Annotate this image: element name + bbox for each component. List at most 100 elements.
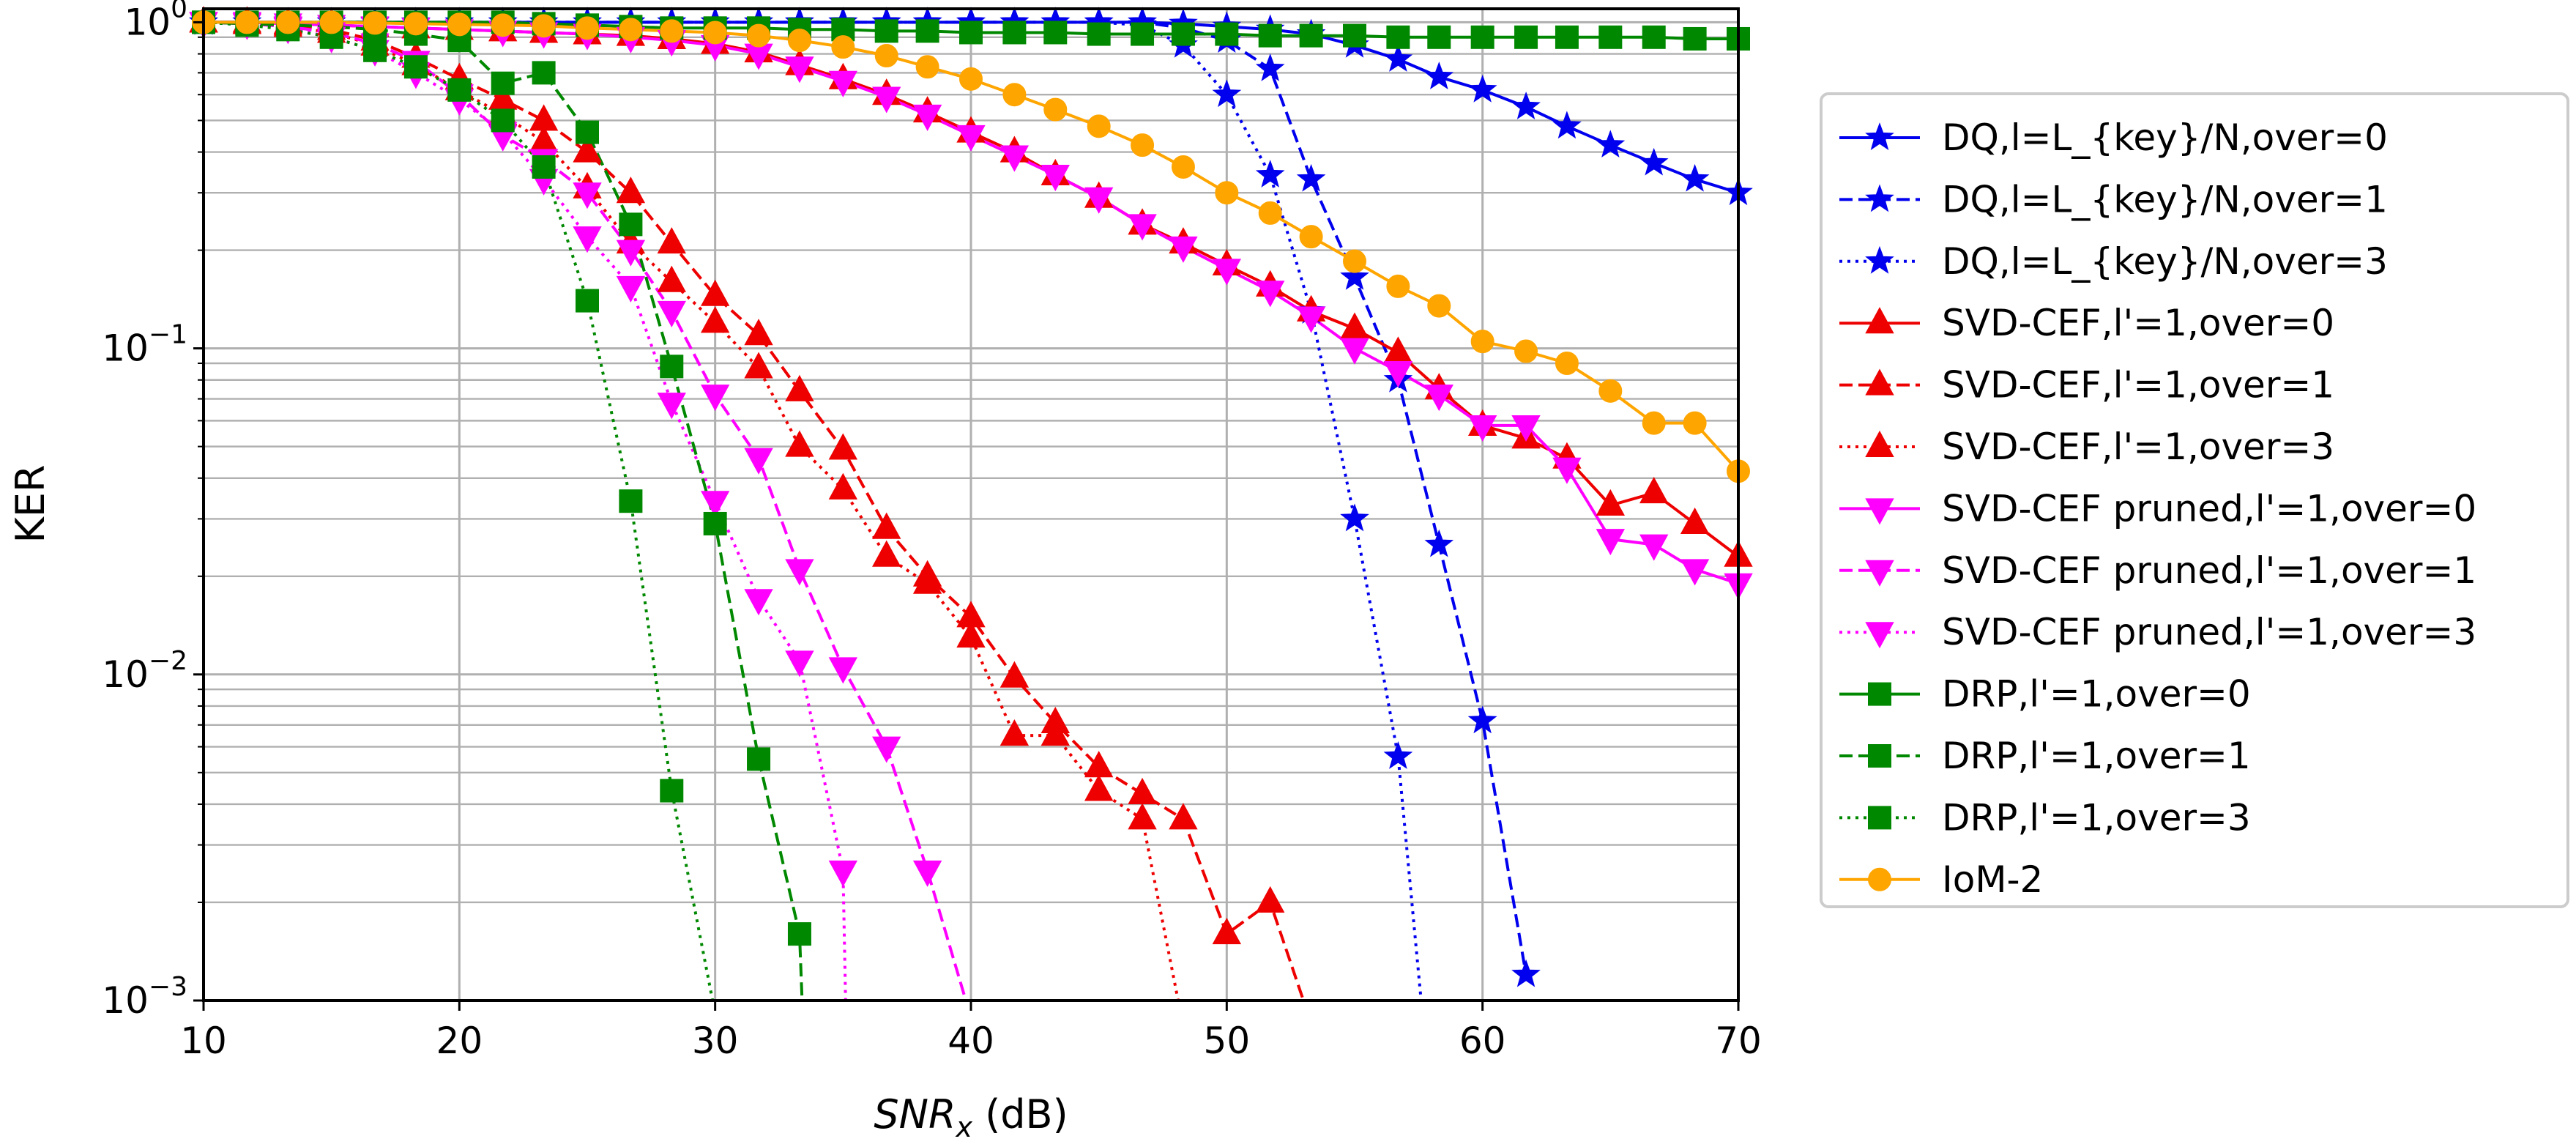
legend-marker bbox=[1865, 622, 1894, 649]
data-point bbox=[744, 589, 773, 616]
data-point bbox=[915, 55, 939, 79]
y-tick-label: 10−1 bbox=[102, 320, 187, 370]
legend-marker bbox=[1865, 307, 1894, 334]
data-point bbox=[1467, 75, 1497, 103]
data-point bbox=[1212, 918, 1242, 945]
legend-label: SVD-CEF pruned,l'=1,over=1 bbox=[1942, 549, 2476, 592]
data-point bbox=[700, 279, 730, 306]
legend-marker bbox=[1865, 498, 1894, 525]
data-point bbox=[657, 300, 686, 327]
legend-entry: DRP,l'=1,over=0 bbox=[1839, 673, 2251, 716]
data-point bbox=[1383, 361, 1413, 388]
legend-entry: SVD-CEF pruned,l'=1,over=1 bbox=[1839, 549, 2476, 592]
data-point bbox=[1258, 201, 1282, 225]
legend-marker bbox=[1868, 806, 1891, 830]
legend-label: IoM-2 bbox=[1942, 858, 2043, 901]
data-point bbox=[1639, 534, 1669, 561]
data-point bbox=[1598, 379, 1623, 403]
data-point bbox=[999, 661, 1030, 688]
data-point bbox=[828, 472, 858, 500]
data-point bbox=[1467, 705, 1497, 734]
legend-entry: IoM-2 bbox=[1839, 858, 2043, 901]
legend-label: DRP,l'=1,over=3 bbox=[1942, 796, 2251, 839]
legend-label: SVD-CEF,l'=1,over=0 bbox=[1942, 302, 2334, 344]
data-point bbox=[1255, 160, 1285, 188]
data-point bbox=[1680, 163, 1710, 192]
data-point bbox=[1258, 23, 1282, 48]
data-point bbox=[1383, 741, 1413, 769]
x-axis-label-sub: x bbox=[956, 1111, 973, 1143]
data-point bbox=[915, 19, 939, 43]
data-point bbox=[1002, 83, 1027, 107]
data-point bbox=[1212, 79, 1242, 108]
data-point bbox=[573, 136, 602, 163]
data-point bbox=[1131, 133, 1155, 157]
data-point bbox=[1169, 803, 1198, 830]
data-point bbox=[657, 227, 686, 254]
data-point bbox=[616, 177, 646, 204]
data-point bbox=[491, 71, 515, 95]
data-point bbox=[744, 352, 773, 379]
data-point bbox=[1511, 415, 1541, 442]
data-point bbox=[703, 21, 727, 45]
data-point bbox=[573, 182, 602, 209]
legend-marker bbox=[1865, 430, 1894, 457]
legend-label: SVD-CEF pruned,l'=1,over=0 bbox=[1942, 487, 2476, 530]
data-point bbox=[1427, 294, 1451, 318]
data-point bbox=[828, 657, 858, 684]
data-point bbox=[744, 319, 773, 346]
data-point bbox=[785, 559, 814, 586]
data-point bbox=[403, 55, 428, 79]
data-point bbox=[447, 78, 472, 102]
data-point bbox=[787, 29, 811, 53]
data-point bbox=[1386, 274, 1410, 298]
legend: DQ,l=L_{key}/N,over=0 DQ,l=L_{key}/N,over… bbox=[1820, 92, 2569, 908]
data-point bbox=[660, 19, 684, 43]
data-point bbox=[1514, 25, 1538, 49]
data-point bbox=[787, 922, 811, 946]
data-point bbox=[1424, 529, 1454, 557]
data-point bbox=[785, 374, 814, 401]
data-point bbox=[700, 306, 730, 333]
data-point bbox=[619, 212, 643, 237]
data-point bbox=[1514, 339, 1538, 363]
legend-entry: SVD-CEF pruned,l'=1,over=3 bbox=[1839, 611, 2476, 653]
x-tick-label: 10 bbox=[180, 1020, 227, 1062]
legend-label: DQ,l=L_{key}/N,over=3 bbox=[1942, 240, 2388, 283]
data-point bbox=[363, 11, 387, 35]
data-point bbox=[1340, 503, 1369, 532]
legend-marker bbox=[1865, 368, 1894, 396]
data-point bbox=[1424, 385, 1453, 412]
data-point bbox=[1639, 147, 1669, 176]
data-point bbox=[532, 14, 556, 38]
x-axis-label-unit: (dB) bbox=[972, 1091, 1068, 1137]
data-point bbox=[573, 226, 602, 253]
data-point bbox=[657, 265, 686, 292]
data-point bbox=[363, 38, 387, 62]
data-point bbox=[576, 289, 599, 313]
data-point bbox=[1041, 165, 1070, 192]
data-point bbox=[1552, 111, 1582, 139]
data-point bbox=[660, 779, 684, 803]
data-point bbox=[1598, 25, 1623, 49]
data-point bbox=[912, 567, 942, 594]
legend-entry: DQ,l=L_{key}/N,over=1 bbox=[1839, 178, 2388, 220]
data-point bbox=[1340, 338, 1369, 365]
x-tick-label: 50 bbox=[1204, 1020, 1251, 1062]
data-point bbox=[532, 61, 556, 85]
data-point bbox=[1555, 351, 1579, 375]
legend-entry: SVD-CEF,l'=1,over=1 bbox=[1839, 364, 2334, 407]
data-point bbox=[576, 120, 599, 144]
legend-entry: SVD-CEF,l'=1,over=0 bbox=[1839, 302, 2334, 344]
data-point bbox=[1683, 411, 1707, 435]
data-point bbox=[276, 10, 300, 34]
data-point bbox=[1128, 214, 1157, 241]
data-point bbox=[785, 430, 814, 457]
data-point bbox=[1552, 457, 1582, 484]
x-tick-label: 40 bbox=[948, 1020, 994, 1062]
data-point bbox=[1343, 23, 1366, 48]
data-point bbox=[1169, 236, 1198, 263]
data-point bbox=[912, 104, 942, 131]
series-line-5 bbox=[204, 21, 1180, 1001]
data-point bbox=[703, 511, 727, 535]
